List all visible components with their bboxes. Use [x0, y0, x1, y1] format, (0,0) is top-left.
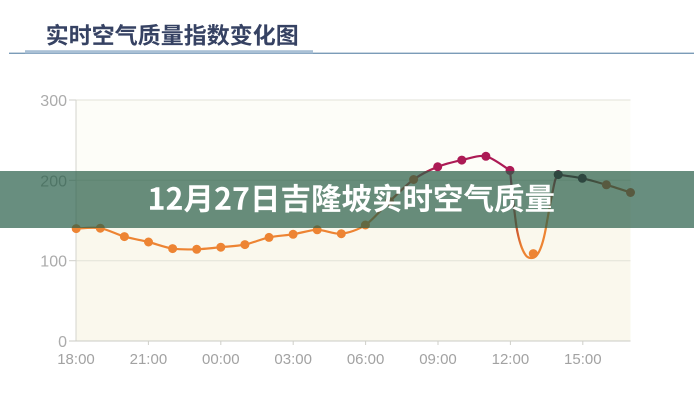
svg-text:21:00: 21:00 [130, 351, 168, 368]
svg-text:00:00: 00:00 [202, 351, 240, 368]
svg-text:100: 100 [40, 254, 67, 271]
svg-text:03:00: 03:00 [274, 351, 312, 368]
svg-text:0: 0 [58, 334, 67, 351]
svg-text:18:00: 18:00 [57, 351, 95, 368]
svg-text:300: 300 [40, 93, 67, 110]
svg-text:12:00: 12:00 [492, 351, 530, 368]
svg-text:09:00: 09:00 [419, 351, 457, 368]
svg-text:06:00: 06:00 [347, 351, 385, 368]
svg-text:15:00: 15:00 [564, 351, 602, 368]
